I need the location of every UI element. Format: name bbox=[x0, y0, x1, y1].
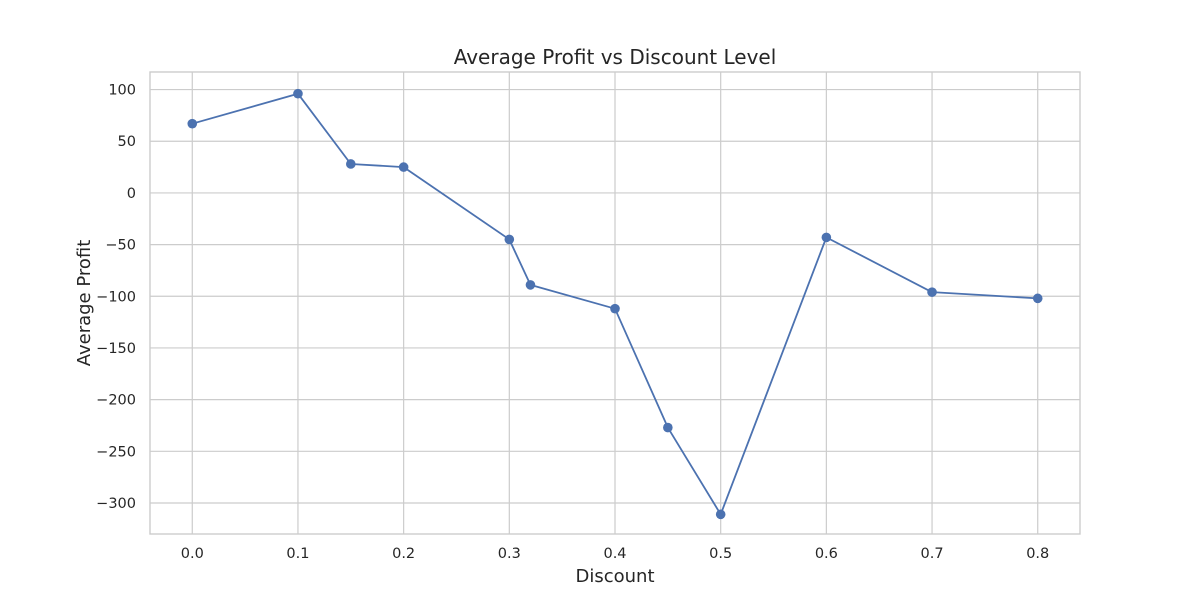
data-point bbox=[663, 422, 673, 433]
data-point bbox=[187, 118, 198, 129]
series bbox=[187, 88, 1043, 520]
series-line bbox=[192, 92, 1038, 516]
data-point bbox=[293, 88, 303, 99]
y-tick-label: −200 bbox=[96, 393, 136, 409]
x-tick-label: 0.6 bbox=[815, 546, 838, 562]
data-point bbox=[525, 280, 536, 290]
data-point bbox=[398, 162, 409, 172]
plot-frame bbox=[149, 71, 1081, 535]
chart-title: Average Profit vs Discount Level bbox=[454, 45, 777, 69]
x-tick-label: 0.8 bbox=[1026, 546, 1049, 562]
x-tick-label: 0.5 bbox=[709, 546, 732, 562]
data-point bbox=[927, 287, 937, 297]
y-tick-label: 100 bbox=[108, 83, 136, 99]
data-point bbox=[345, 159, 356, 169]
x-tick-label: 0.2 bbox=[392, 546, 415, 562]
x-tick-label: 0.0 bbox=[181, 546, 204, 562]
y-tick-label: 0 bbox=[127, 186, 136, 202]
y-tick-label: −300 bbox=[96, 496, 136, 512]
data-point bbox=[1032, 293, 1043, 304]
grid bbox=[150, 72, 1080, 534]
data-point bbox=[610, 303, 620, 314]
data-point bbox=[504, 234, 515, 245]
y-tick-label: −50 bbox=[105, 238, 136, 254]
data-point bbox=[821, 232, 832, 243]
y-tick-label: −100 bbox=[96, 289, 136, 305]
y-tick-label: 50 bbox=[118, 134, 136, 150]
x-tick-label: 0.4 bbox=[603, 546, 626, 562]
x-tick-label: 0.7 bbox=[921, 546, 944, 562]
x-axis-label: Discount bbox=[575, 566, 654, 587]
x-tick-label: 0.3 bbox=[498, 546, 521, 562]
tick-labels: 0.0 0.1 0.2 0.3 0.4 0.5 0.6 0.7 0.8 100 50 0 −50 −100… bbox=[96, 83, 1049, 562]
y-axis-label: Average Profit bbox=[74, 240, 95, 367]
data-point bbox=[715, 509, 726, 520]
y-tick-label: −250 bbox=[96, 444, 136, 460]
x-tick-label: 0.1 bbox=[286, 546, 309, 562]
y-tick-label: −150 bbox=[96, 341, 136, 357]
